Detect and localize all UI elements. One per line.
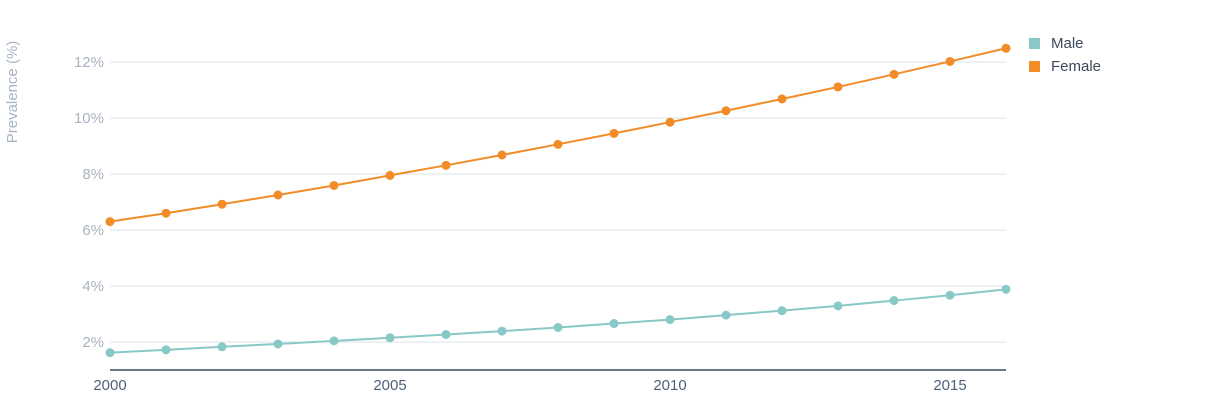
male-point-2006 <box>441 329 451 339</box>
y-axis-title: Prevalence (%) <box>4 41 21 144</box>
male-legend-label: Male <box>1051 35 1084 52</box>
x-axis-tick-labels: 2000 2005 2010 2015 <box>93 377 966 394</box>
y-tick-label-6: 6% <box>82 222 104 239</box>
female-point-2001 <box>161 208 171 218</box>
male-point-2000 <box>105 348 115 358</box>
male-point-2013 <box>833 301 843 311</box>
female-point-2013 <box>833 82 843 92</box>
male-legend-swatch <box>1029 38 1040 49</box>
female-point-2012 <box>777 94 787 104</box>
y-tick-label-10: 10% <box>74 110 104 127</box>
female-point-2011 <box>721 106 731 116</box>
male-point-2012 <box>777 306 787 316</box>
x-tick-label-2005: 2005 <box>373 377 406 394</box>
male-point-2008 <box>553 322 563 332</box>
female-legend-swatch <box>1029 61 1040 72</box>
y-axis-tick-labels: 2% 4% 6% 8% 10% 12% <box>74 54 104 351</box>
female-point-2015 <box>945 56 955 66</box>
female-series-line <box>109 47 1007 223</box>
legend: Male Female <box>1029 35 1101 75</box>
male-point-2003 <box>273 339 283 349</box>
male-point-2004 <box>329 336 339 346</box>
female-point-2016 <box>1001 43 1011 53</box>
female-point-2006 <box>441 160 451 170</box>
male-point-2009 <box>609 319 619 329</box>
female-point-2003 <box>273 190 283 200</box>
male-point-2014 <box>889 296 899 306</box>
male-point-2005 <box>385 333 395 343</box>
female-point-2014 <box>889 69 899 79</box>
x-tick-label-2015: 2015 <box>933 377 966 394</box>
male-point-2002 <box>217 342 227 352</box>
male-point-2010 <box>665 315 675 325</box>
female-point-2010 <box>665 117 675 127</box>
grid-lines <box>110 61 1006 343</box>
female-point-2005 <box>385 170 395 180</box>
y-tick-label-12: 12% <box>74 54 104 71</box>
female-point-2004 <box>329 180 339 190</box>
male-point-2015 <box>945 290 955 300</box>
male-point-2007 <box>497 326 507 336</box>
male-series-line <box>109 288 1007 354</box>
male-point-2001 <box>161 345 171 355</box>
female-legend-label: Female <box>1051 58 1101 75</box>
female-point-2000 <box>105 217 115 227</box>
y-tick-label-4: 4% <box>82 278 104 295</box>
female-point-2008 <box>553 139 563 149</box>
female-point-2002 <box>217 199 227 209</box>
female-point-2007 <box>497 150 507 160</box>
y-tick-label-8: 8% <box>82 166 104 183</box>
x-tick-label-2000: 2000 <box>93 377 126 394</box>
male-point-2011 <box>721 310 731 320</box>
x-tick-label-2010: 2010 <box>653 377 686 394</box>
female-point-2009 <box>609 128 619 138</box>
series-layer <box>105 43 1011 358</box>
male-point-2016 <box>1001 284 1011 294</box>
y-tick-label-2: 2% <box>82 334 104 351</box>
